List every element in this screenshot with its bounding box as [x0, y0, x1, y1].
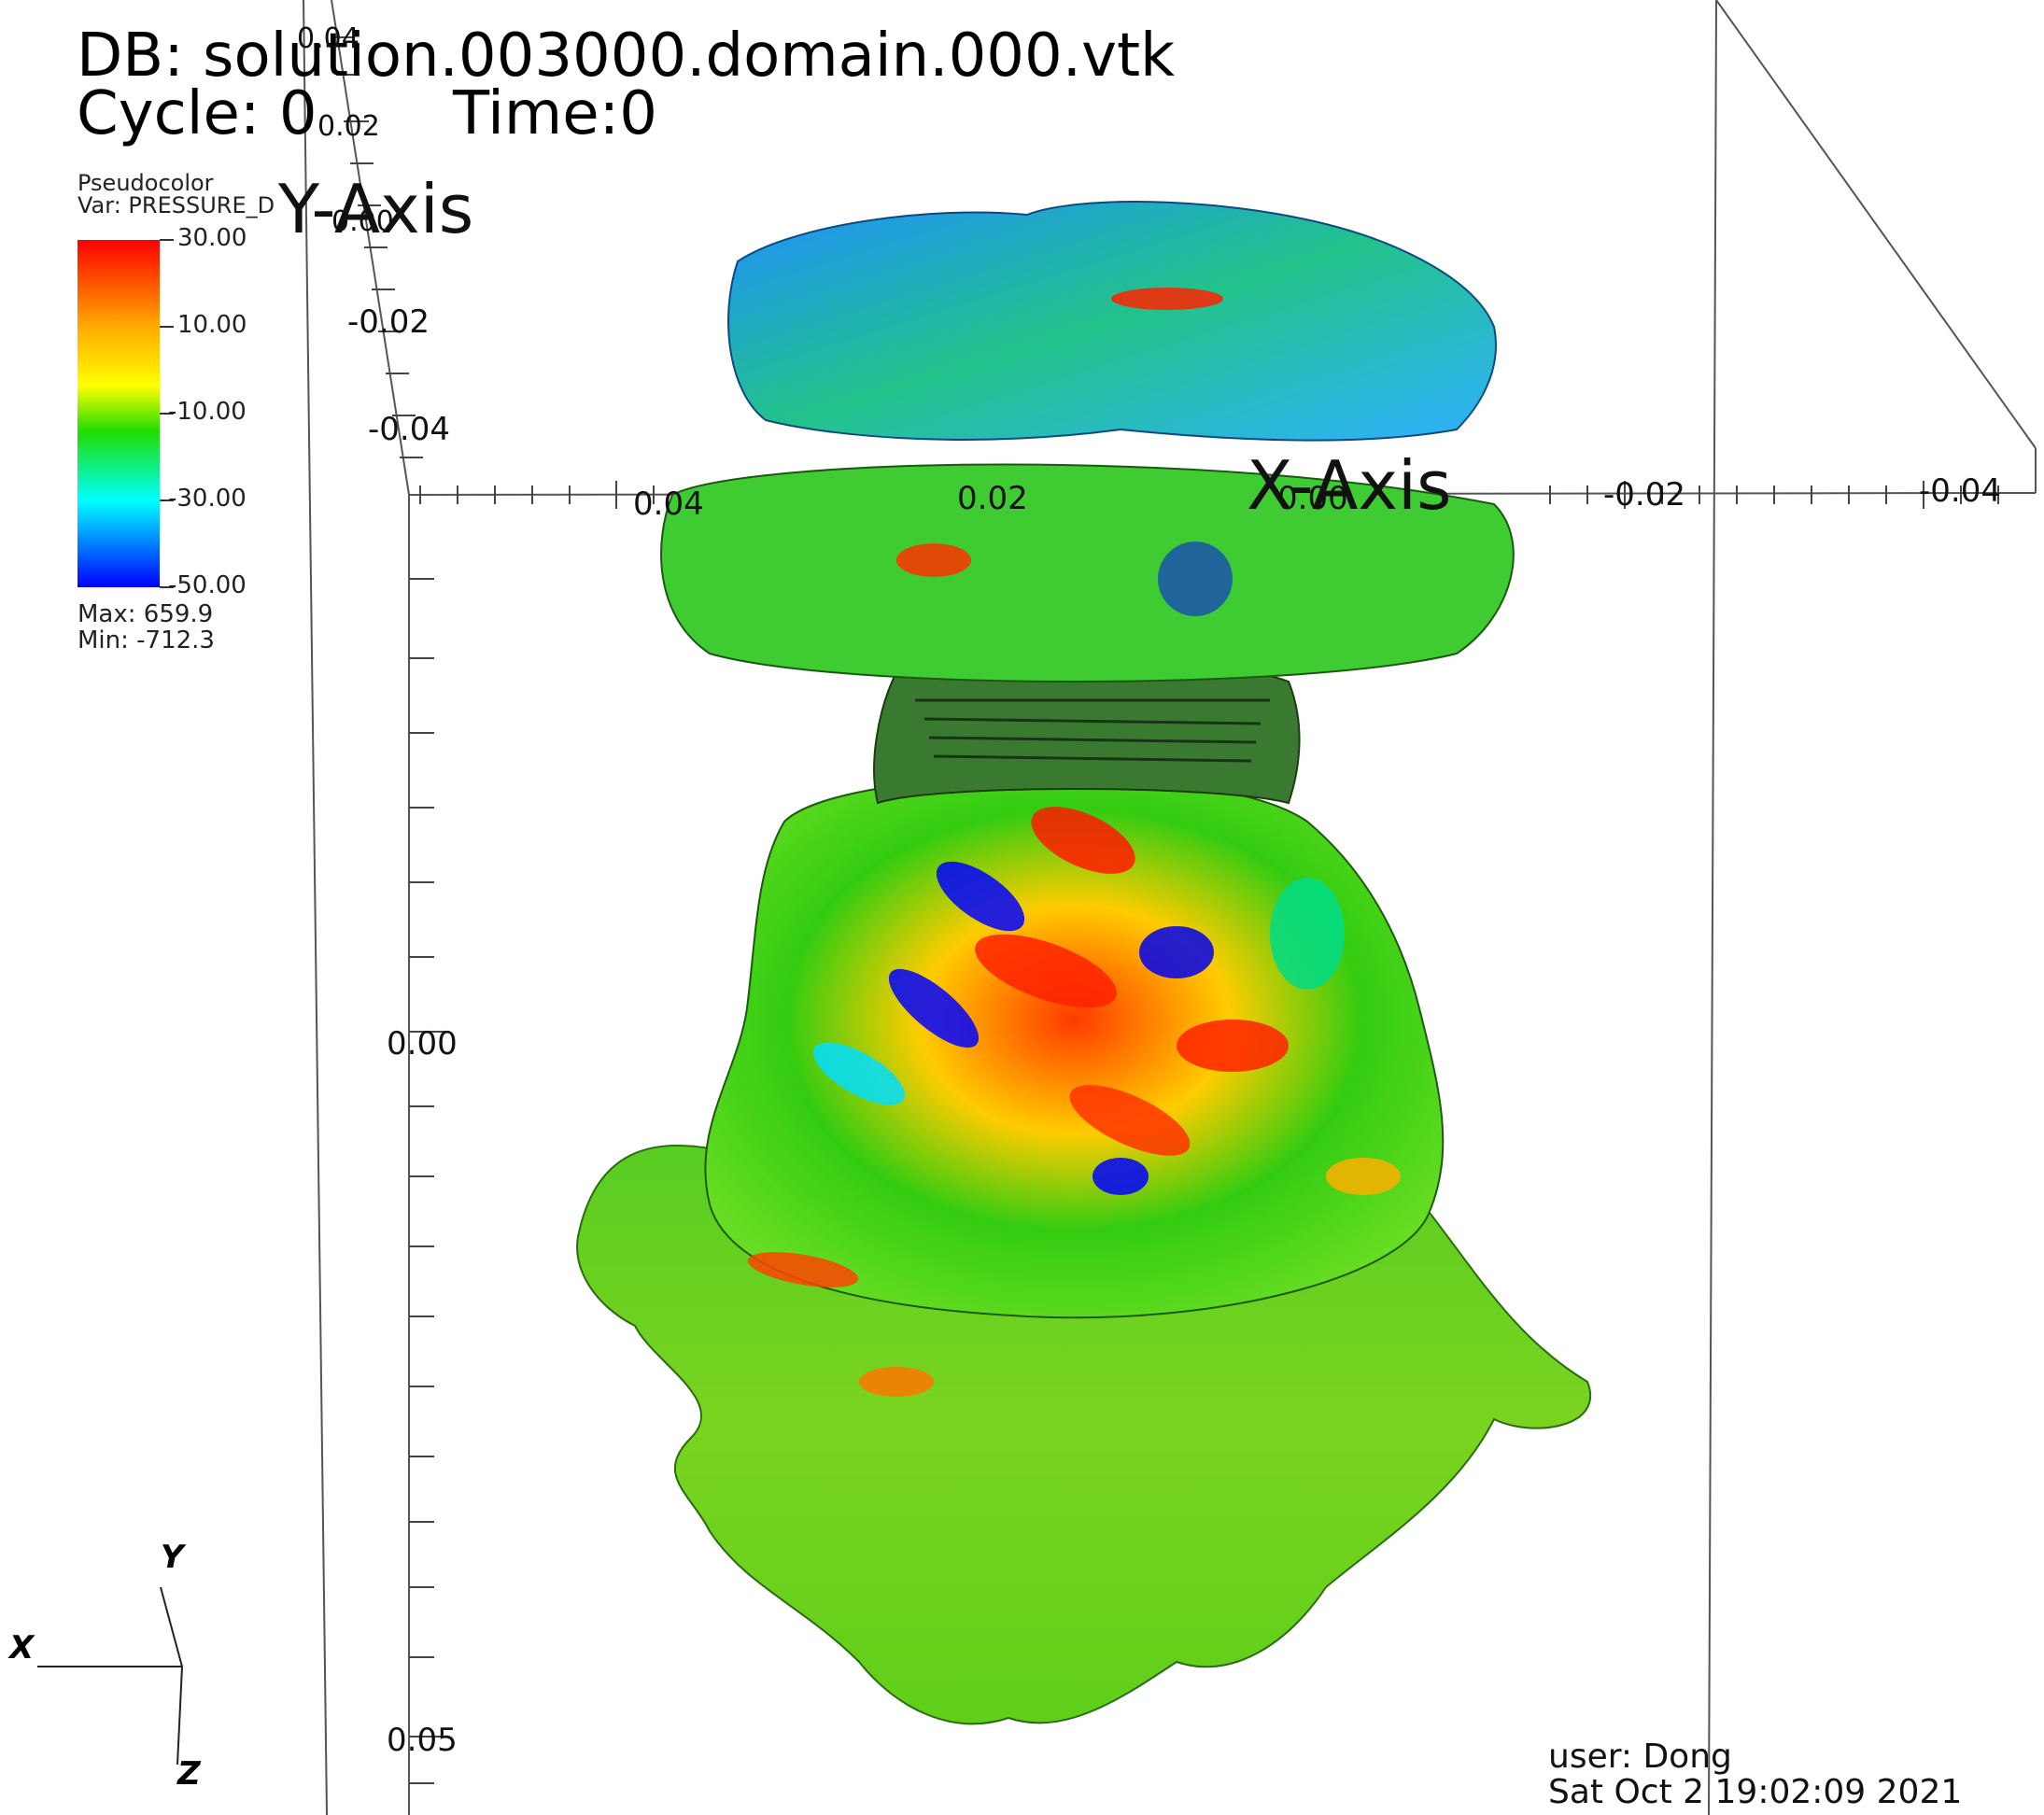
legend-tick-label: 30.00: [177, 224, 247, 252]
y-tick-label: -0.04: [368, 411, 450, 448]
user-name: user: Dong: [1548, 1738, 1732, 1776]
database-name: DB: solution.003000.domain.000.vtk: [77, 21, 1176, 91]
y-axis-ticks: [331, 36, 423, 458]
y-tick-label: 0.00: [331, 205, 394, 238]
cycle-label: Cycle: 0: [77, 79, 317, 148]
z-tick-label: 0.00: [387, 1025, 458, 1062]
z-axis-ticks: [409, 578, 448, 1784]
colorbar: [78, 239, 174, 588]
legend-min: Min: -712.3: [78, 626, 215, 654]
legend-tick-label: -30.00: [168, 485, 247, 513]
y-tick-label: 0.02: [317, 110, 380, 143]
render-timestamp: Sat Oct 2 19:02:09 2021: [1548, 1773, 1963, 1811]
axis-triad: [37, 1586, 183, 1766]
legend-plot-type: Pseudocolor: [78, 170, 214, 196]
y-axis-title: Y-Axis: [278, 170, 474, 248]
x-axis-ticks: [419, 481, 1999, 509]
y-tick-label: -0.02: [347, 303, 430, 341]
legend-max: Max: 659.9: [78, 600, 214, 628]
x-tick-label: 0.00: [1277, 480, 1348, 517]
x-axis-title: X-Axis: [1247, 446, 1452, 525]
legend-tick-label: -10.00: [168, 398, 247, 426]
legend-tick-label: 10.00: [177, 311, 247, 339]
triad-x-label: X: [9, 1629, 35, 1667]
legend-variable: Var: PRESSURE_D: [78, 192, 275, 218]
x-tick-label: -0.04: [1919, 472, 2001, 510]
z-tick-label: 0.05: [387, 1722, 458, 1759]
triad-z-label: Z: [177, 1755, 201, 1793]
y-tick-label: 0.04: [297, 22, 359, 55]
x-tick-label: -0.02: [1603, 476, 1685, 514]
x-tick-label: 0.04: [633, 485, 704, 523]
plume-isosurface: [576, 201, 1591, 1725]
x-tick-label: 0.02: [957, 480, 1028, 517]
legend-tick-label: -50.00: [168, 571, 247, 599]
triad-y-label: Y: [161, 1539, 184, 1576]
time-label: Time:0: [453, 79, 657, 148]
